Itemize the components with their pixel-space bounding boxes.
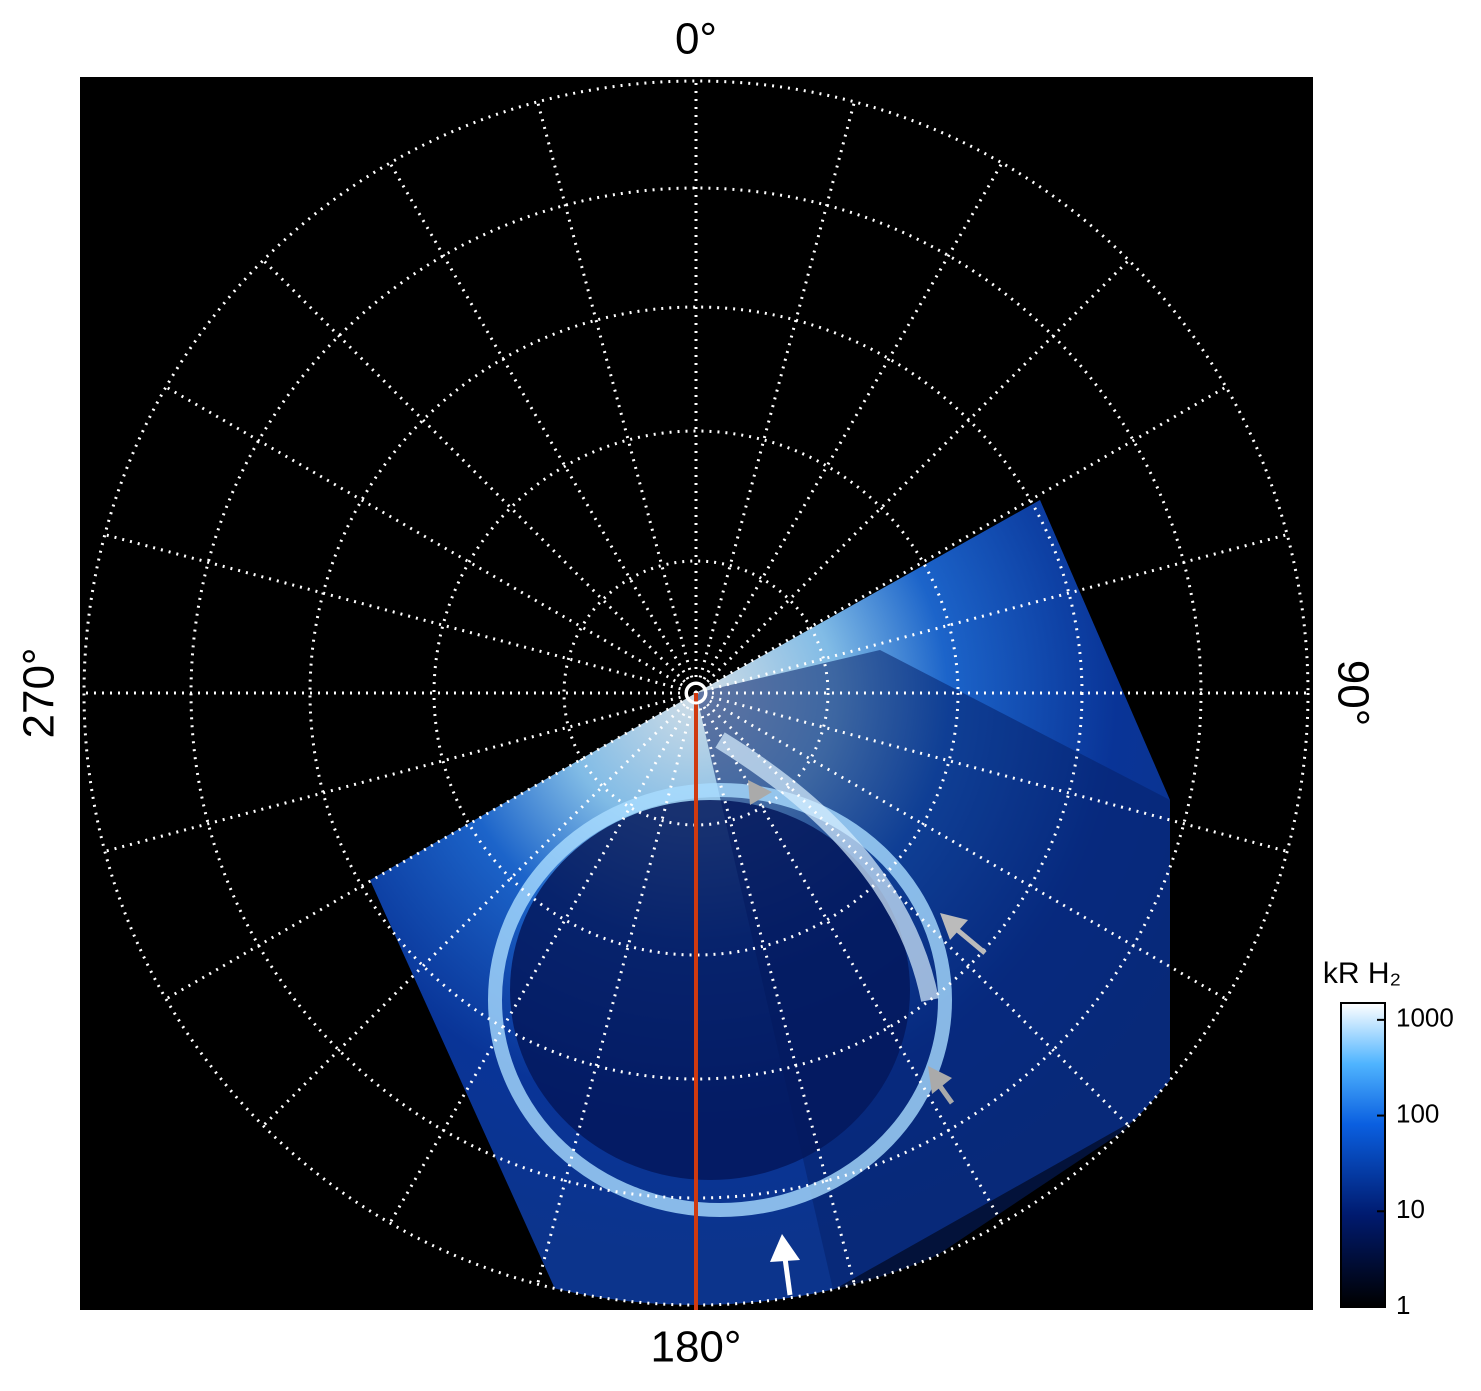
colorbar bbox=[1340, 1002, 1386, 1308]
grid-spoke bbox=[536, 692, 698, 1285]
arrows bbox=[748, 780, 987, 1296]
aurora bbox=[370, 500, 1170, 1305]
angle-label: 0° bbox=[675, 15, 717, 64]
grid-spoke bbox=[104, 691, 697, 853]
arrow bbox=[782, 1257, 793, 1296]
angle-label: 90° bbox=[1328, 660, 1377, 727]
polar-dark-region bbox=[510, 800, 910, 1180]
colorbar-tick-label: 10 bbox=[1396, 1194, 1425, 1224]
grid-spoke bbox=[262, 259, 698, 695]
arrow bbox=[770, 1234, 800, 1262]
grid-spoke bbox=[694, 692, 1004, 1224]
grid-spoke bbox=[165, 691, 697, 1001]
grid-ring bbox=[432, 429, 960, 957]
grid-spoke bbox=[695, 385, 1227, 695]
arrow bbox=[940, 913, 968, 940]
grid-spoke bbox=[695, 691, 1288, 853]
arrow bbox=[953, 926, 987, 955]
grid-ring bbox=[562, 559, 830, 827]
grid-spoke bbox=[388, 162, 698, 694]
angle-label: 180° bbox=[650, 1323, 741, 1372]
grid-spoke bbox=[536, 101, 698, 694]
pole bbox=[684, 681, 708, 705]
colorbar-tick-label: 100 bbox=[1396, 1098, 1439, 1128]
grid-spoke bbox=[694, 162, 1004, 694]
grid-spoke bbox=[165, 385, 697, 695]
colorbar-label: kR H₂ bbox=[1323, 957, 1401, 990]
grid-spoke bbox=[695, 533, 1288, 695]
grid-spoke bbox=[695, 691, 1227, 1001]
grid-spoke bbox=[388, 692, 698, 1224]
colorbar-tick-label: 1 bbox=[1396, 1290, 1410, 1320]
main-oval bbox=[488, 783, 952, 1217]
arrow bbox=[748, 780, 772, 805]
grid-spoke bbox=[694, 692, 856, 1285]
arc bbox=[715, 732, 939, 1002]
arrow bbox=[928, 1066, 952, 1094]
polar-grid bbox=[82, 79, 1310, 1307]
angle-label: 270° bbox=[15, 647, 64, 738]
colorbar-tick-label: 1000 bbox=[1396, 1003, 1454, 1033]
grid-spoke bbox=[104, 533, 697, 695]
grid-spoke bbox=[694, 101, 856, 694]
